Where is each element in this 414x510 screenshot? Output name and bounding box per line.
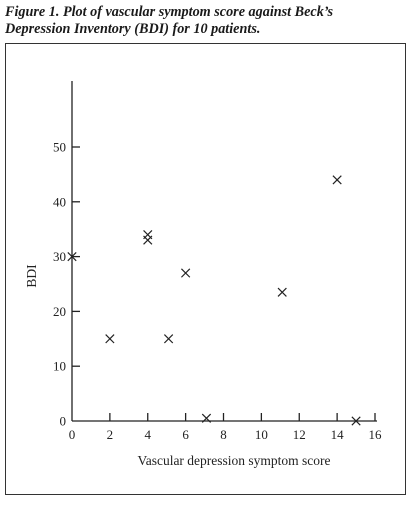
data-point-stroke	[143, 235, 153, 245]
x-tick-label: 14	[331, 427, 345, 442]
data-point	[181, 268, 191, 278]
figure-caption: Figure 1. Plot of vascular symptom score…	[5, 4, 409, 38]
data-point-stroke	[67, 251, 77, 262]
x-tick-label: 10	[255, 427, 268, 442]
x-tick-label: 0	[69, 427, 76, 442]
axes	[71, 81, 377, 422]
data-point	[143, 235, 153, 245]
x-axis-label: Vascular depression symptom score	[137, 453, 330, 468]
y-tick-label: 20	[53, 304, 66, 319]
figure-caption-line-2: Depression Inventory (BDI) for 10 patien…	[5, 21, 261, 37]
y-tick-label: 30	[53, 249, 66, 264]
y-tick-label: 0	[60, 414, 67, 429]
x-tick-label: 2	[107, 427, 114, 442]
data-point-stroke	[163, 334, 174, 344]
y-axis-label: BDI	[24, 264, 39, 288]
data-point-stroke	[105, 334, 115, 344]
data-point-stroke	[201, 413, 212, 423]
x-tick-label: 16	[369, 427, 383, 442]
x-tick-label: 12	[293, 427, 306, 442]
data-point-stroke	[332, 175, 342, 185]
tick-layer: 0 2 4 6 8 10 12 14 16 0 10 20 30 40 50	[53, 140, 382, 443]
data-point	[105, 334, 115, 344]
data-point	[277, 287, 287, 297]
scatter-chart: 0 2 4 6 8 10 12 14 16 0 10 20 30 40 50 Vascular depres…	[24, 81, 382, 468]
chart-frame: 0 2 4 6 8 10 12 14 16 0 10 20 30 40 50 Vascular depres…	[5, 43, 406, 495]
data-point-stroke	[277, 287, 287, 297]
data-point	[351, 416, 361, 426]
x-tick-label: 6	[182, 427, 189, 442]
y-tick-label: 50	[53, 140, 66, 155]
data-point-stroke	[181, 268, 191, 278]
data-point	[332, 175, 342, 185]
y-tick-label: 10	[53, 359, 66, 374]
data-point	[67, 251, 77, 262]
figure-caption-line-1: Figure 1. Plot of vascular symptom score…	[5, 4, 334, 20]
data-point-stroke	[351, 416, 361, 426]
data-point	[201, 413, 212, 423]
data-points	[67, 175, 361, 426]
x-tick-label: 4	[145, 427, 152, 442]
data-point	[163, 334, 174, 344]
x-tick-label: 8	[220, 427, 227, 442]
y-tick-label: 40	[53, 194, 66, 209]
